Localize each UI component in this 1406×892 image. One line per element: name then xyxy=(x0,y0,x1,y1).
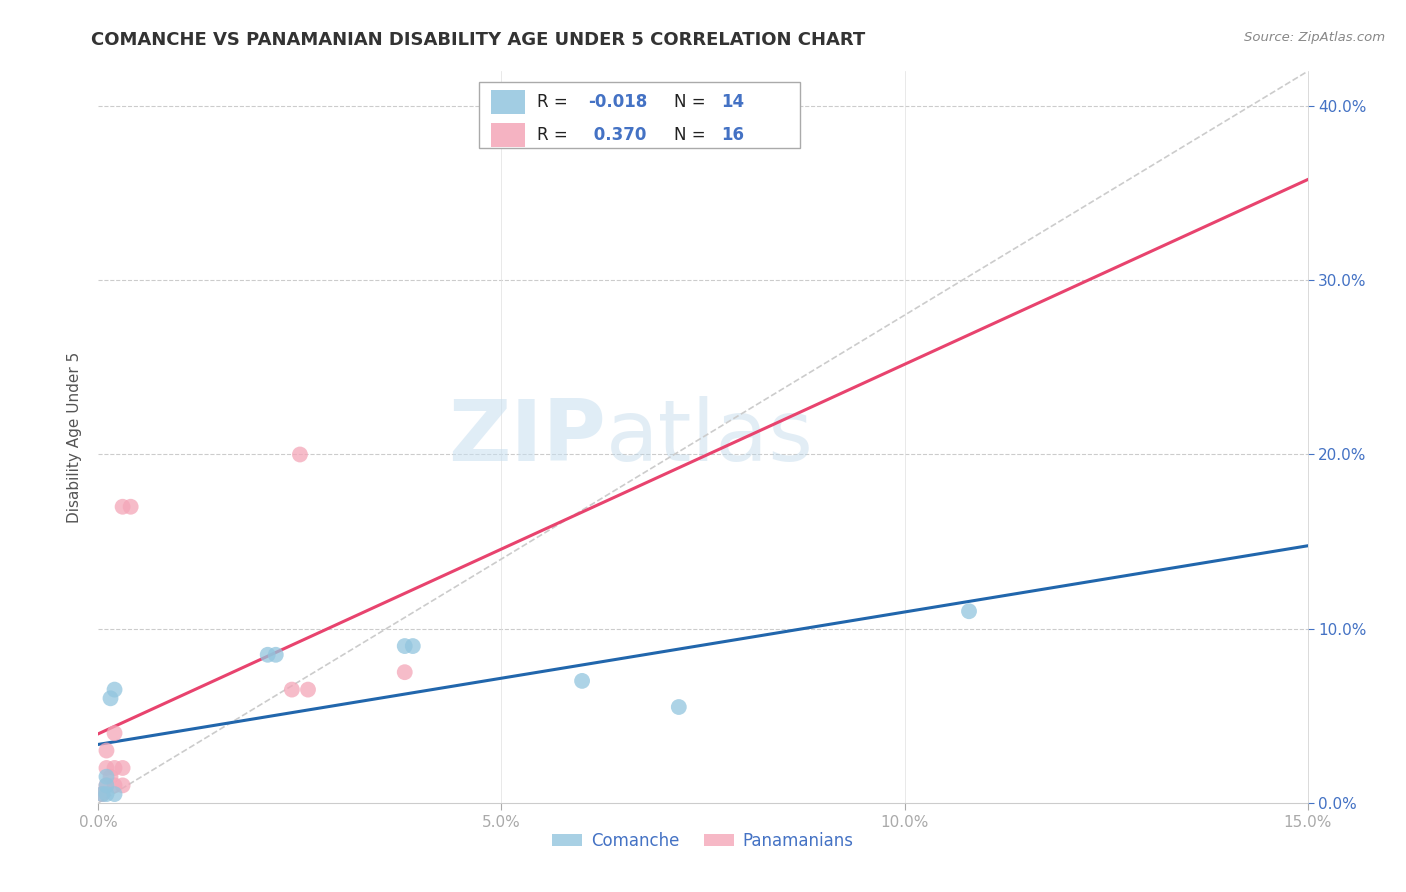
Point xyxy=(111,500,134,514)
Point xyxy=(103,682,125,697)
Text: atlas: atlas xyxy=(606,395,814,479)
Point xyxy=(256,648,278,662)
Point xyxy=(668,700,690,714)
Text: ZIP: ZIP xyxy=(449,395,606,479)
Text: R =: R = xyxy=(537,126,574,144)
Point xyxy=(103,787,125,801)
Text: Source: ZipAtlas.com: Source: ZipAtlas.com xyxy=(1244,31,1385,45)
Point xyxy=(96,778,118,792)
Point xyxy=(96,770,118,784)
Text: COMANCHE VS PANAMANIAN DISABILITY AGE UNDER 5 CORRELATION CHART: COMANCHE VS PANAMANIAN DISABILITY AGE UN… xyxy=(91,31,866,49)
Text: 16: 16 xyxy=(721,126,744,144)
Bar xyxy=(492,90,526,114)
Y-axis label: Disability Age Under 5: Disability Age Under 5 xyxy=(66,351,82,523)
Text: 14: 14 xyxy=(721,93,744,112)
Point xyxy=(96,787,118,801)
Point xyxy=(100,770,122,784)
Point xyxy=(402,639,425,653)
Text: N =: N = xyxy=(673,126,711,144)
Point xyxy=(103,778,125,792)
Legend: Comanche, Panamanians: Comanche, Panamanians xyxy=(546,825,860,856)
Point xyxy=(96,778,118,792)
Point xyxy=(288,448,311,462)
Point xyxy=(111,778,134,792)
Text: N =: N = xyxy=(673,93,711,112)
Point xyxy=(281,682,304,697)
Text: -0.018: -0.018 xyxy=(588,93,647,112)
Point xyxy=(264,648,287,662)
Point xyxy=(957,604,980,618)
Point xyxy=(297,682,319,697)
Point xyxy=(91,787,114,801)
Point xyxy=(120,500,142,514)
Point xyxy=(91,787,114,801)
Point xyxy=(100,691,122,706)
Point xyxy=(394,639,416,653)
Point xyxy=(96,743,118,757)
Text: 0.370: 0.370 xyxy=(588,126,647,144)
Bar xyxy=(492,123,526,146)
Point xyxy=(571,673,593,688)
Point xyxy=(96,761,118,775)
Point xyxy=(103,761,125,775)
Point xyxy=(103,726,125,740)
Text: R =: R = xyxy=(537,93,574,112)
Point xyxy=(394,665,416,680)
Point xyxy=(111,761,134,775)
FancyBboxPatch shape xyxy=(479,82,800,148)
